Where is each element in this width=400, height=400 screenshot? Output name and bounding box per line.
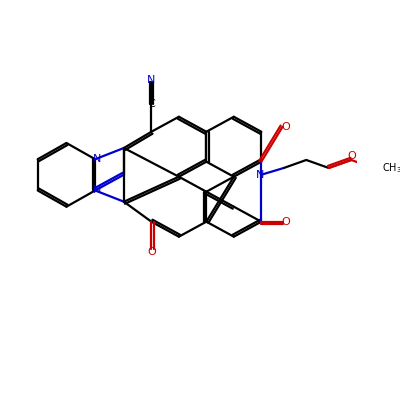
Text: N: N	[256, 170, 264, 180]
Text: N: N	[147, 74, 156, 84]
Text: C: C	[148, 99, 155, 109]
Text: N: N	[92, 186, 101, 196]
Text: O: O	[347, 151, 356, 161]
Text: O: O	[282, 122, 290, 132]
Text: CH$_3$: CH$_3$	[382, 161, 400, 175]
Text: N: N	[92, 154, 101, 164]
Text: O: O	[282, 217, 290, 227]
Text: O: O	[147, 247, 156, 257]
